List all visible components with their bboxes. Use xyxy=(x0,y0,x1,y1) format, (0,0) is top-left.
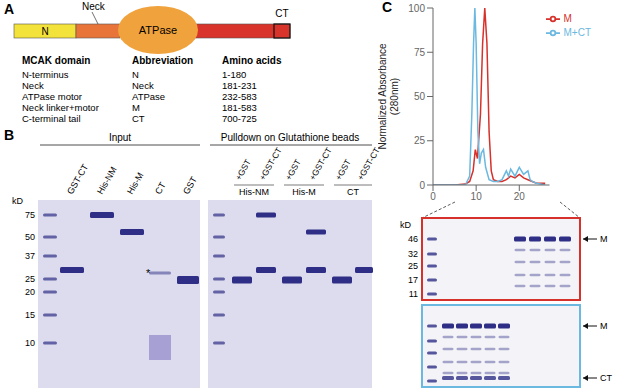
svg-text:181-231: 181-231 xyxy=(222,80,257,91)
svg-text:CT: CT xyxy=(153,180,168,196)
svg-text:0: 0 xyxy=(419,180,425,191)
svg-text:32: 32 xyxy=(408,249,418,259)
svg-text:+GST: +GST xyxy=(283,158,303,182)
svg-text:Amino acids: Amino acids xyxy=(222,55,282,66)
svg-text:A: A xyxy=(4,1,14,17)
svg-text:ATPase: ATPase xyxy=(139,24,177,36)
svg-text:GST: GST xyxy=(181,175,199,196)
svg-text:50: 50 xyxy=(25,232,35,242)
svg-text:CT: CT xyxy=(600,373,612,383)
svg-text:+GST: +GST xyxy=(333,158,353,182)
html-text:M: M xyxy=(563,12,572,24)
svg-text:11: 11 xyxy=(409,289,418,299)
svg-text:N: N xyxy=(132,69,139,80)
svg-text:M: M xyxy=(600,321,608,331)
svg-text:B: B xyxy=(4,127,14,143)
svg-text:25: 25 xyxy=(25,274,35,284)
svg-text:+GST-CT: +GST-CT xyxy=(355,146,382,182)
html-text:M+CT: M+CT xyxy=(563,26,591,38)
svg-text:Pulldown on Glutathione beads: Pulldown on Glutathione beads xyxy=(221,132,359,143)
svg-text:232-583: 232-583 xyxy=(222,91,257,102)
svg-text:75: 75 xyxy=(414,47,426,58)
svg-text:700-725: 700-725 xyxy=(222,113,257,124)
svg-text:+GST-CT: +GST-CT xyxy=(307,146,334,182)
svg-text:CT: CT xyxy=(347,187,359,197)
svg-text:+GST-CT: +GST-CT xyxy=(257,146,284,182)
svg-text:1-180: 1-180 xyxy=(222,69,246,80)
svg-text:His-NM: His-NM xyxy=(239,187,269,197)
svg-text:37: 37 xyxy=(25,251,35,261)
svg-text:+GST: +GST xyxy=(233,158,253,182)
svg-text:N: N xyxy=(41,26,48,37)
svg-text:His-NM: His-NM xyxy=(95,165,119,196)
svg-text:0: 0 xyxy=(430,191,436,202)
svg-text:N-terminus: N-terminus xyxy=(22,69,69,80)
svg-text:25: 25 xyxy=(414,135,426,146)
svg-text:10: 10 xyxy=(25,338,35,348)
svg-text:181-583: 181-583 xyxy=(222,102,257,113)
svg-text:Neck: Neck xyxy=(132,80,154,91)
svg-text:M: M xyxy=(600,234,608,244)
svg-text:100: 100 xyxy=(408,3,425,14)
svg-text:20: 20 xyxy=(514,191,526,202)
svg-text:*: * xyxy=(146,267,151,279)
svg-text:Neck: Neck xyxy=(82,1,106,12)
svg-text:His-M: His-M xyxy=(125,171,145,196)
svg-text:Abbreviation: Abbreviation xyxy=(132,55,193,66)
svg-text:17: 17 xyxy=(408,275,418,285)
svg-text:GST-CT: GST-CT xyxy=(65,162,90,196)
svg-text:ATPase: ATPase xyxy=(132,91,165,102)
svg-text:Neck: Neck xyxy=(22,80,44,91)
svg-text:Neck linker+motor: Neck linker+motor xyxy=(22,102,99,113)
svg-text:CT: CT xyxy=(132,113,145,124)
svg-text:10: 10 xyxy=(471,191,483,202)
svg-text:MCAK domain: MCAK domain xyxy=(22,55,90,66)
svg-text:15: 15 xyxy=(25,310,35,320)
svg-text:46: 46 xyxy=(408,234,418,244)
svg-text:M: M xyxy=(132,102,140,113)
svg-text:75: 75 xyxy=(25,210,35,220)
svg-text:Input: Input xyxy=(109,132,131,143)
svg-text:kD: kD xyxy=(12,196,24,206)
svg-text:kD: kD xyxy=(400,220,412,230)
svg-text:His-M: His-M xyxy=(292,187,316,197)
svg-text:CT: CT xyxy=(275,8,288,19)
svg-text:C-terminal tail: C-terminal tail xyxy=(22,113,81,124)
svg-text:C: C xyxy=(382,0,392,15)
svg-text:50: 50 xyxy=(414,91,426,102)
svg-text:ATPase motor: ATPase motor xyxy=(22,91,82,102)
svg-text:Normalized Absorbance(280nm): Normalized Absorbance(280nm) xyxy=(378,43,400,150)
svg-text:25: 25 xyxy=(408,261,418,271)
svg-text:20: 20 xyxy=(25,287,35,297)
